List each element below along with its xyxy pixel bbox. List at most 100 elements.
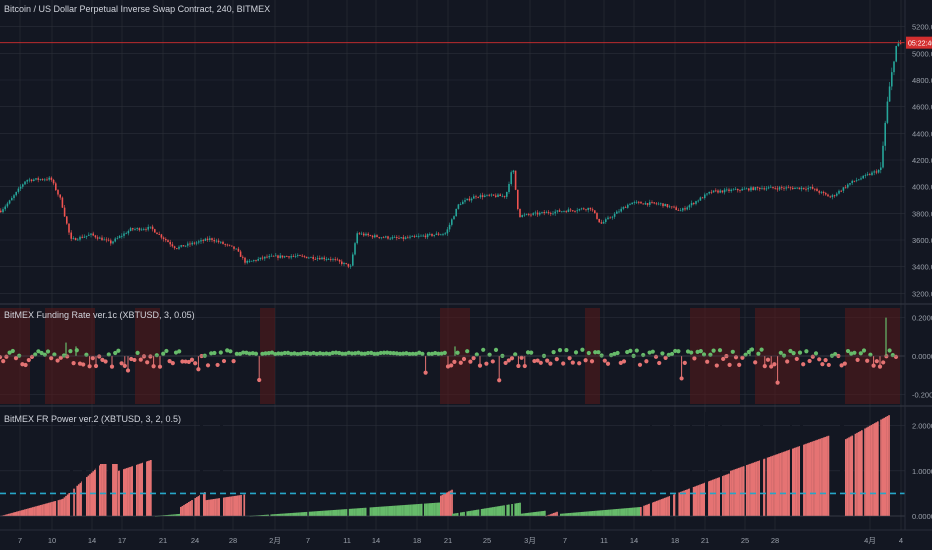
price-axis[interactable]: 3200.0 3400.0 3600.0 3800.0 4000.0 4200.0 4400…	[912, 23, 932, 521]
power-bar	[856, 432, 858, 516]
funding-marker	[705, 359, 710, 364]
funding-marker	[119, 361, 124, 366]
candle-body	[305, 256, 308, 259]
funding-marker	[429, 351, 435, 356]
candle-body	[22, 184, 24, 187]
power-bar	[681, 491, 684, 516]
power-bar	[259, 515, 261, 516]
power-bar	[180, 506, 182, 516]
time-tick-label: 7	[563, 536, 567, 545]
candle-body	[539, 212, 541, 215]
funding-marker	[362, 351, 367, 356]
funding-marker	[657, 360, 662, 366]
candle-body	[136, 228, 138, 229]
funding-marker	[698, 349, 703, 354]
funding-marker	[461, 356, 467, 362]
candle-body	[569, 209, 572, 211]
candle-body	[400, 237, 402, 239]
power-bar	[540, 511, 543, 516]
candle-body	[556, 210, 559, 212]
candle-body	[721, 190, 724, 193]
funding-marker	[599, 353, 604, 358]
candle-body	[704, 194, 706, 199]
power-bar	[191, 500, 193, 516]
power-bar	[51, 501, 53, 516]
funding-marker	[484, 361, 489, 366]
candle-body	[171, 244, 174, 247]
candle-body	[466, 198, 468, 201]
funding-marker	[759, 347, 764, 352]
power-bar	[697, 485, 700, 516]
time-tick-label: 14	[88, 536, 96, 545]
funding-marker	[183, 359, 188, 364]
candle-body	[39, 179, 42, 180]
funding-marker	[61, 353, 67, 358]
power-bar	[19, 510, 21, 516]
power-bar	[87, 475, 90, 516]
power-bar	[20, 510, 23, 516]
power-bar	[233, 495, 236, 516]
power-bar	[111, 464, 113, 516]
funding-rate-pane[interactable]	[0, 317, 905, 385]
candle-body	[19, 186, 22, 189]
candle-body	[818, 191, 820, 193]
power-bar	[424, 503, 426, 516]
funding-marker	[337, 350, 342, 356]
power-bar	[854, 433, 857, 516]
candle-body	[325, 259, 328, 260]
time-axis[interactable]: 7 10 14 17 21 24 28 2月 7 11 14 18 21 25 3月 7 11 14 18 21 25 2…	[18, 536, 903, 545]
power-bar	[485, 508, 488, 516]
power-bar	[846, 438, 849, 516]
candle-body	[55, 183, 57, 191]
candle-body	[565, 211, 567, 213]
power-bar	[171, 514, 173, 516]
candle-body	[319, 258, 321, 260]
power-bar	[163, 515, 165, 516]
power-bar	[216, 498, 218, 516]
power-bar	[526, 512, 529, 516]
funding-marker	[740, 355, 745, 360]
candle-body	[338, 259, 341, 262]
power-bar	[598, 510, 601, 516]
funding-marker	[801, 362, 806, 367]
candle-body	[4, 206, 6, 210]
funding-marker	[493, 347, 499, 352]
candle-body	[855, 180, 858, 182]
power-bar	[818, 439, 820, 516]
funding-marker	[33, 352, 38, 357]
funding-marker	[583, 358, 588, 363]
funding-marker	[817, 357, 822, 362]
power-bar	[427, 503, 429, 516]
candle-body	[314, 258, 317, 260]
power-bar	[27, 508, 29, 516]
candle-body	[415, 236, 418, 238]
funding-marker	[564, 347, 569, 353]
candle-body	[363, 233, 365, 236]
power-bar	[584, 511, 586, 516]
funding-marker	[865, 358, 870, 363]
fr-power-pane[interactable]	[0, 412, 905, 517]
power-bar	[588, 511, 591, 516]
power-bar	[419, 503, 421, 516]
power-bar	[659, 499, 661, 516]
candle-body	[103, 239, 105, 241]
candle-body	[869, 174, 871, 176]
candle-body	[752, 187, 754, 190]
price-pane[interactable]	[0, 39, 902, 269]
candle-body	[710, 191, 713, 193]
candle-body	[121, 235, 123, 237]
power-bar	[702, 483, 705, 516]
power-bar	[707, 481, 709, 516]
candle-body	[286, 256, 288, 257]
power-bar	[480, 509, 483, 516]
funding-marker	[577, 361, 582, 366]
candle-body	[763, 188, 765, 190]
funding-marker	[861, 348, 867, 353]
funding-marker	[727, 362, 732, 367]
power-bar	[726, 474, 729, 516]
power-bar	[265, 514, 268, 516]
power-bar	[440, 495, 442, 516]
funding-marker	[106, 352, 111, 357]
power-bar	[441, 494, 444, 516]
power-bar	[129, 467, 131, 516]
